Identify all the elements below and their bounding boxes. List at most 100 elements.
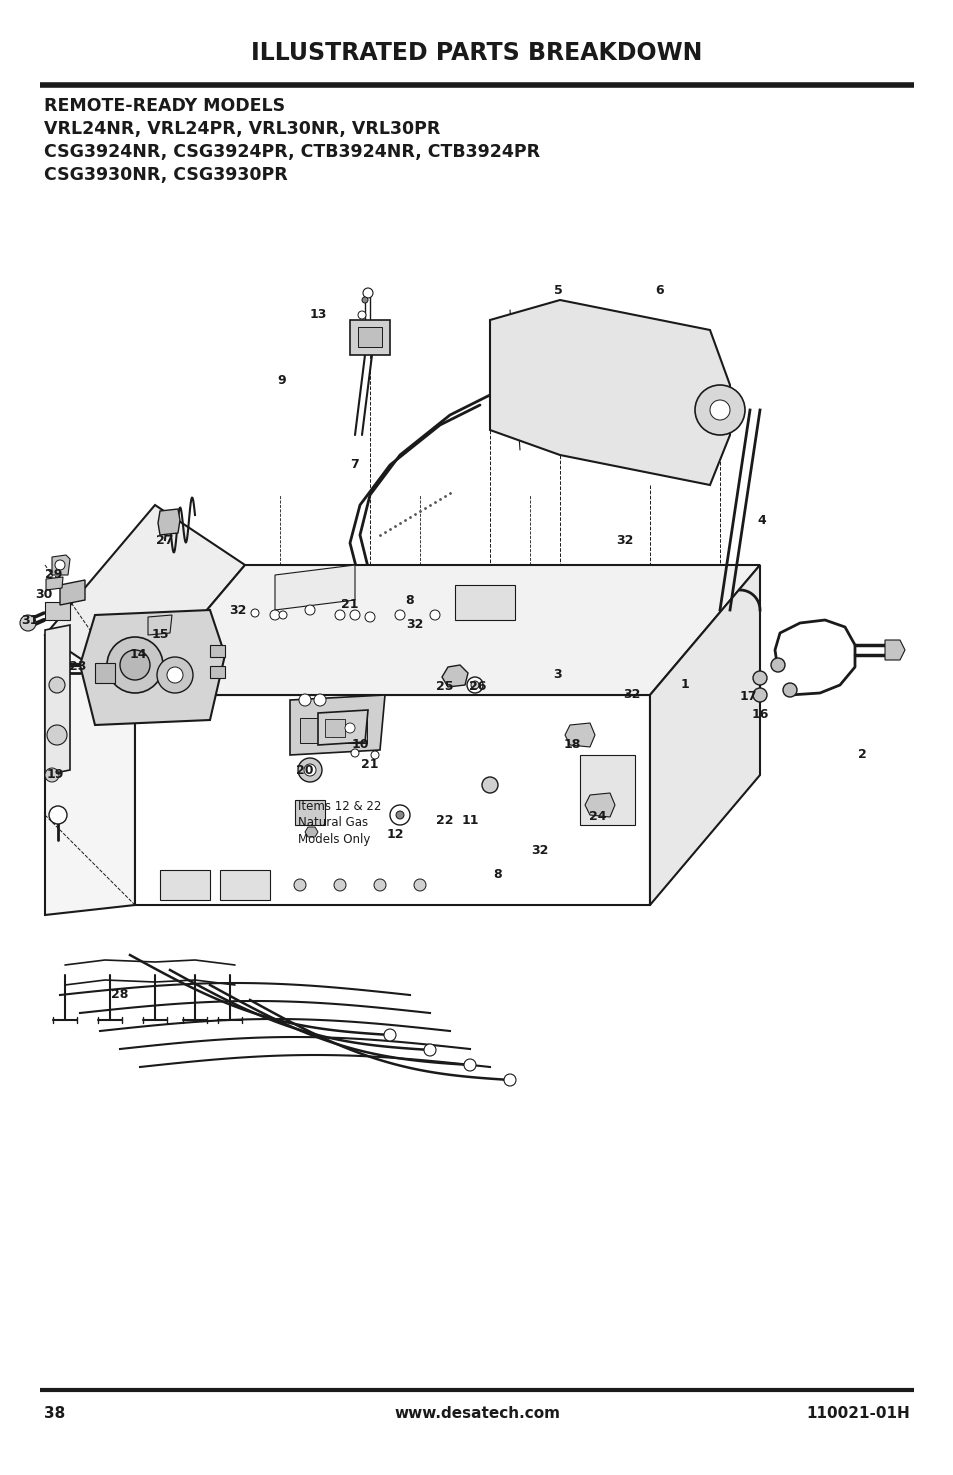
- Polygon shape: [649, 565, 760, 906]
- Bar: [160, 870, 210, 900]
- Circle shape: [782, 683, 796, 698]
- Circle shape: [351, 749, 358, 757]
- Bar: [210, 645, 225, 656]
- Text: 28: 28: [112, 988, 129, 1002]
- Text: 21: 21: [361, 758, 378, 771]
- Circle shape: [294, 879, 306, 891]
- Text: 26: 26: [469, 680, 486, 693]
- Circle shape: [395, 811, 403, 819]
- Circle shape: [481, 777, 497, 794]
- Text: 6: 6: [655, 283, 663, 296]
- Bar: [210, 667, 225, 678]
- Text: 7: 7: [351, 459, 359, 472]
- Circle shape: [363, 288, 373, 298]
- Text: 32: 32: [406, 618, 423, 631]
- Bar: [325, 718, 345, 738]
- Text: 5: 5: [553, 283, 561, 296]
- Polygon shape: [441, 665, 468, 687]
- Text: 1: 1: [679, 678, 689, 692]
- Circle shape: [471, 681, 478, 689]
- Text: 15: 15: [152, 628, 169, 642]
- Bar: [95, 662, 115, 683]
- Circle shape: [49, 805, 67, 825]
- Circle shape: [251, 609, 258, 617]
- Circle shape: [361, 296, 368, 302]
- Text: 20: 20: [296, 764, 314, 776]
- Polygon shape: [45, 504, 245, 695]
- Circle shape: [770, 658, 784, 673]
- Text: 2: 2: [857, 748, 865, 761]
- Circle shape: [157, 656, 193, 693]
- Text: 14: 14: [129, 649, 147, 661]
- Circle shape: [304, 764, 315, 776]
- Circle shape: [278, 611, 287, 620]
- Text: 29: 29: [45, 568, 63, 581]
- Text: 16: 16: [751, 708, 768, 721]
- Polygon shape: [290, 695, 385, 755]
- Text: 32: 32: [531, 844, 548, 857]
- Circle shape: [357, 311, 366, 319]
- Polygon shape: [45, 625, 135, 914]
- Circle shape: [270, 611, 280, 620]
- Polygon shape: [584, 794, 615, 817]
- Circle shape: [503, 1074, 516, 1086]
- Bar: [294, 799, 325, 825]
- Circle shape: [334, 879, 346, 891]
- Text: 25: 25: [436, 680, 454, 693]
- Text: 24: 24: [589, 810, 606, 823]
- Polygon shape: [60, 580, 85, 605]
- Circle shape: [45, 768, 59, 782]
- Text: 32: 32: [616, 534, 633, 547]
- Text: 17: 17: [739, 690, 756, 704]
- Polygon shape: [135, 695, 649, 906]
- Circle shape: [365, 612, 375, 622]
- Bar: [357, 327, 381, 347]
- Bar: [299, 718, 335, 743]
- Circle shape: [345, 723, 355, 733]
- Text: Items 12 & 22
Natural Gas
Models Only: Items 12 & 22 Natural Gas Models Only: [297, 799, 381, 847]
- Polygon shape: [148, 615, 172, 636]
- Circle shape: [430, 611, 439, 620]
- Polygon shape: [884, 640, 904, 659]
- Text: 30: 30: [35, 589, 52, 602]
- Text: 4: 4: [757, 513, 765, 527]
- Text: 23: 23: [70, 661, 87, 674]
- Text: 19: 19: [47, 768, 64, 782]
- Text: CSG3924NR, CSG3924PR, CTB3924NR, CTB3924PR: CSG3924NR, CSG3924PR, CTB3924NR, CTB3924…: [44, 143, 539, 161]
- Circle shape: [463, 1059, 476, 1071]
- Text: 110021-01H: 110021-01H: [805, 1406, 909, 1420]
- Circle shape: [305, 605, 314, 615]
- Circle shape: [752, 687, 766, 702]
- Text: CSG3930NR, CSG3930PR: CSG3930NR, CSG3930PR: [44, 167, 288, 184]
- Circle shape: [350, 611, 359, 620]
- Text: 32: 32: [229, 603, 247, 617]
- Circle shape: [695, 385, 744, 435]
- Text: 9: 9: [277, 373, 286, 386]
- Text: 21: 21: [341, 599, 358, 612]
- Text: REMOTE-READY MODELS: REMOTE-READY MODELS: [44, 97, 285, 115]
- Text: 10: 10: [351, 739, 369, 751]
- Polygon shape: [317, 709, 368, 745]
- Circle shape: [384, 1030, 395, 1041]
- Bar: [45, 602, 70, 620]
- Bar: [341, 718, 367, 743]
- Bar: [350, 320, 390, 355]
- Circle shape: [467, 677, 482, 693]
- Circle shape: [55, 560, 65, 569]
- Polygon shape: [52, 555, 70, 575]
- Circle shape: [49, 677, 65, 693]
- Text: 12: 12: [386, 829, 403, 842]
- Circle shape: [314, 695, 326, 707]
- Text: 38: 38: [44, 1406, 65, 1420]
- Circle shape: [20, 615, 36, 631]
- Text: 8: 8: [405, 593, 414, 606]
- Text: 3: 3: [553, 668, 561, 681]
- Circle shape: [167, 667, 183, 683]
- Text: 27: 27: [156, 534, 173, 547]
- Polygon shape: [80, 611, 225, 726]
- Circle shape: [390, 805, 410, 825]
- Text: 18: 18: [562, 739, 580, 751]
- Circle shape: [709, 400, 729, 420]
- Circle shape: [107, 637, 163, 693]
- Polygon shape: [135, 565, 760, 695]
